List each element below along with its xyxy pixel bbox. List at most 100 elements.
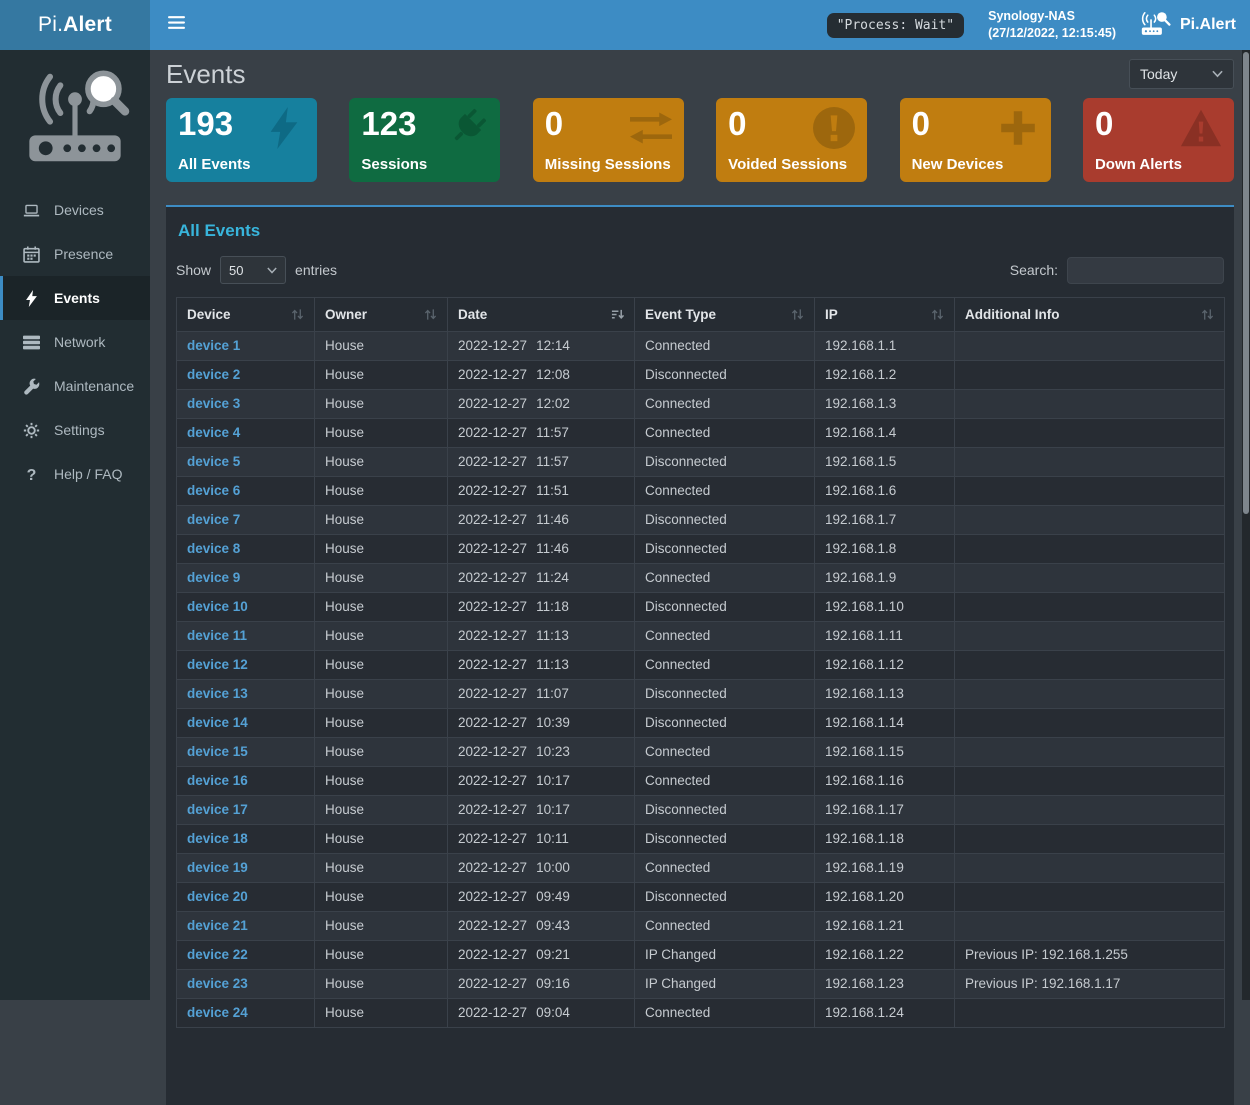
sidebar-item[interactable]: Help / FAQ [0, 452, 150, 496]
owner-cell: House [314, 534, 448, 564]
card-icon [446, 107, 488, 149]
additional-info-cell [954, 563, 1225, 593]
summary-card[interactable]: 123 Sessions [349, 98, 501, 182]
time-value: 10:39 [536, 715, 570, 730]
date-value: 2022-12-27 [458, 976, 528, 991]
column-header[interactable]: Additional Info [954, 297, 1225, 332]
table-row: device 1 House 2022-12-27 12:14 Connected… [176, 331, 1225, 361]
app-logo[interactable]: Pi. Alert [0, 0, 150, 50]
date-cell: 2022-12-27 11:51 [447, 476, 635, 506]
table-row: device 10 House 2022-12-27 11:18 Disconne… [176, 592, 1225, 622]
ip-cell: 192.168.1.18 [814, 824, 955, 854]
sidebar-toggle-button[interactable] [158, 0, 194, 50]
summary-card[interactable]: 193 All Events [166, 98, 317, 182]
device-link[interactable]: device 17 [187, 802, 248, 817]
device-link[interactable]: device 9 [187, 570, 241, 585]
table-row: device 15 House 2022-12-27 10:23 Connecte… [176, 737, 1225, 767]
device-cell: device 5 [176, 447, 315, 477]
device-link[interactable]: device 3 [187, 396, 241, 411]
time-value: 11:46 [536, 512, 569, 527]
column-header[interactable]: Device [176, 297, 315, 332]
event-type-cell: Connected [634, 563, 815, 593]
additional-info-cell [954, 360, 1225, 390]
entries-label: entries [295, 262, 338, 278]
page-title: Events [166, 59, 246, 89]
device-link[interactable]: device 13 [187, 686, 248, 701]
device-link[interactable]: device 14 [187, 715, 248, 730]
table-controls: Show 50 entries Search: [176, 256, 1224, 284]
date-cell: 2022-12-27 09:43 [447, 911, 635, 941]
device-link[interactable]: device 4 [187, 425, 241, 440]
scrollbar-thumb[interactable] [1243, 52, 1249, 514]
event-type-cell: Disconnected [634, 505, 815, 535]
sidebar-item[interactable]: Maintenance [0, 364, 150, 408]
device-link[interactable]: device 24 [187, 1005, 248, 1020]
device-link[interactable]: device 1 [187, 338, 241, 353]
date-cell: 2022-12-27 10:17 [447, 766, 635, 796]
ip-cell: 192.168.1.11 [814, 621, 955, 651]
ip-cell: 192.168.1.24 [814, 998, 955, 1028]
table-row: device 9 House 2022-12-27 11:24 Connected… [176, 563, 1225, 593]
sidebar-item[interactable]: Network [0, 320, 150, 364]
device-link[interactable]: device 20 [187, 889, 248, 904]
event-type-cell: Disconnected [634, 795, 815, 825]
owner-cell: House [314, 853, 448, 883]
summary-card[interactable]: 0 New Devices [899, 98, 1051, 182]
summary-card[interactable]: 0 Down Alerts [1082, 98, 1234, 182]
summary-card[interactable]: 0 Missing Sessions [532, 98, 684, 182]
sidebar-item-label: Devices [54, 202, 104, 218]
table-row: device 4 House 2022-12-27 11:57 Connected… [176, 418, 1225, 448]
column-header[interactable]: Event Type [634, 297, 815, 332]
device-link[interactable]: device 6 [187, 483, 241, 498]
event-type-cell: Connected [634, 476, 815, 506]
table-row: device 5 House 2022-12-27 11:57 Disconnec… [176, 447, 1225, 477]
time-value: 10:17 [536, 773, 570, 788]
card-label: Missing Sessions [544, 156, 671, 173]
date-value: 2022-12-27 [458, 367, 528, 382]
additional-info-cell [954, 679, 1225, 709]
sidebar-item-icon [22, 422, 40, 439]
date-cell: 2022-12-27 10:11 [447, 824, 635, 854]
device-link[interactable]: device 11 [187, 628, 248, 643]
period-select[interactable]: Today [1129, 59, 1234, 89]
sidebar-item[interactable]: Presence [0, 232, 150, 276]
owner-cell: House [314, 795, 448, 825]
device-link[interactable]: device 16 [187, 773, 248, 788]
additional-info-cell: Previous IP: 192.168.1.17 [954, 969, 1225, 999]
column-header[interactable]: Owner [314, 297, 448, 332]
date-value: 2022-12-27 [458, 1005, 528, 1020]
device-link[interactable]: device 19 [187, 860, 248, 875]
event-type-cell: Connected [634, 998, 815, 1028]
date-value: 2022-12-27 [458, 715, 528, 730]
device-link[interactable]: device 23 [187, 976, 248, 991]
owner-cell: House [314, 360, 448, 390]
device-link[interactable]: device 5 [187, 454, 241, 469]
owner-cell: House [314, 940, 448, 970]
device-link[interactable]: device 7 [187, 512, 241, 527]
date-cell: 2022-12-27 09:04 [447, 998, 635, 1028]
search-label: Search: [1009, 262, 1058, 278]
page-length-select[interactable]: 50 [220, 256, 287, 284]
device-link[interactable]: device 8 [187, 541, 241, 556]
event-type-cell: Disconnected [634, 534, 815, 564]
table-row: device 12 House 2022-12-27 11:13 Connecte… [176, 650, 1225, 680]
time-value: 09:43 [536, 918, 570, 933]
summary-card[interactable]: 0 Voided Sessions [716, 98, 868, 182]
device-link[interactable]: device 2 [187, 367, 241, 382]
sidebar-item[interactable]: Events [0, 276, 150, 320]
device-link[interactable]: device 12 [187, 657, 248, 672]
device-link[interactable]: device 10 [187, 599, 248, 614]
device-link[interactable]: device 21 [187, 918, 248, 933]
device-link[interactable]: device 22 [187, 947, 248, 962]
date-value: 2022-12-27 [458, 947, 528, 962]
ip-cell: 192.168.1.9 [814, 563, 955, 593]
search-input[interactable] [1067, 256, 1224, 284]
device-link[interactable]: device 15 [187, 744, 248, 759]
column-header[interactable]: Date [447, 297, 635, 332]
card-label: Voided Sessions [728, 156, 848, 173]
device-link[interactable]: device 18 [187, 831, 248, 846]
sidebar-item[interactable]: Settings [0, 408, 150, 452]
show-label: Show [176, 262, 212, 278]
sidebar-item[interactable]: Devices [0, 188, 150, 232]
column-header[interactable]: IP [814, 297, 955, 332]
